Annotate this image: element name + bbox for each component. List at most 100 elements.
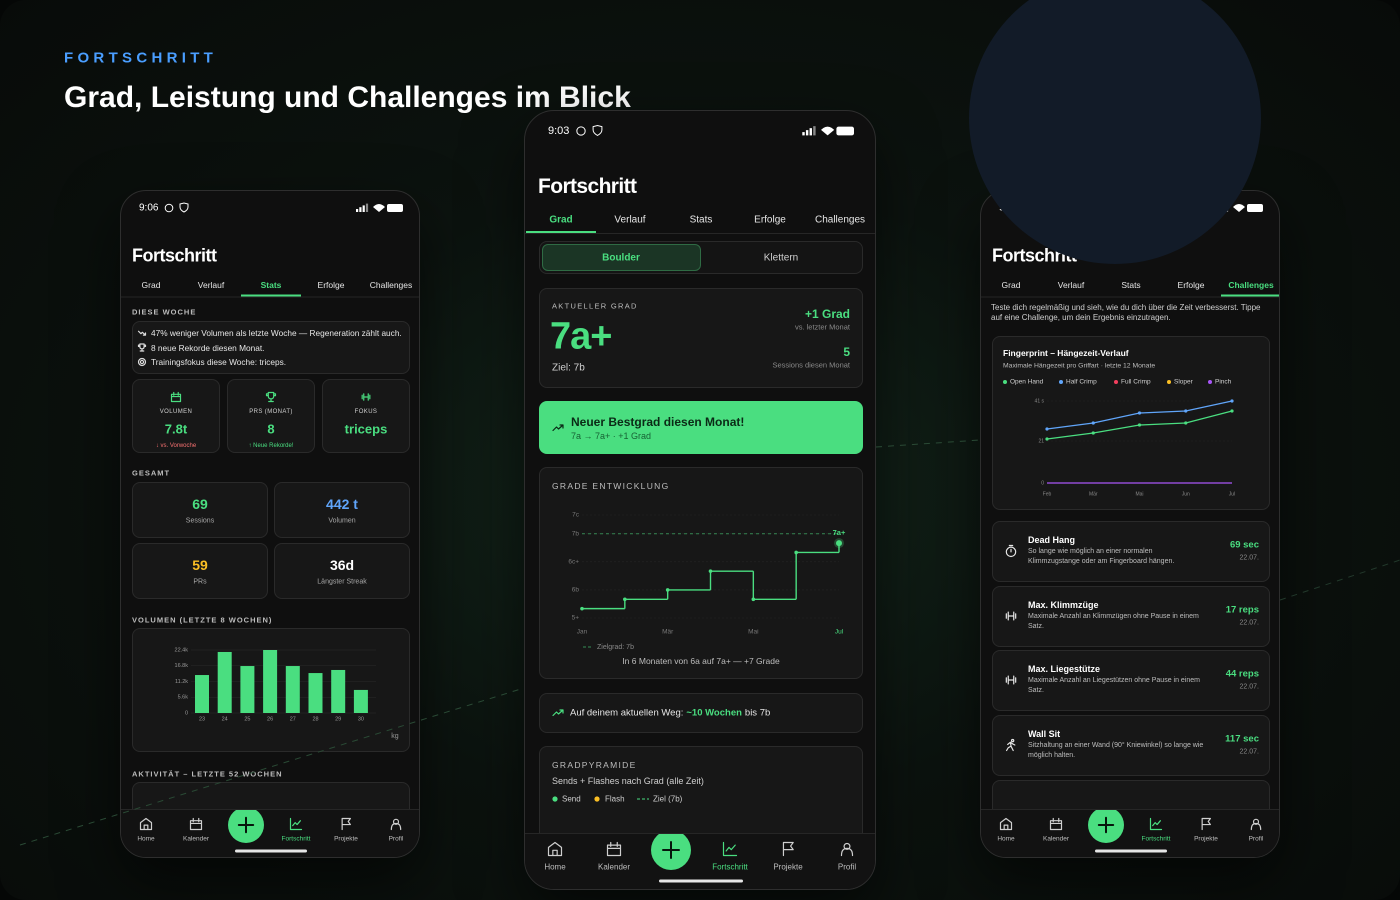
total-value: 442 t — [326, 496, 358, 512]
bottom-nav: Home Kalender Fortschritt Projekte Profil — [981, 809, 1279, 857]
kpi-label: VOLUMEN — [159, 409, 193, 415]
nav-label[interactable]: Fortschritt — [1141, 835, 1171, 843]
status-icon — [809, 128, 812, 136]
tab[interactable]: Challenges — [814, 214, 866, 226]
add-button — [651, 834, 691, 870]
challenge-card[interactable] — [992, 586, 1270, 647]
nav-label[interactable]: Profil — [837, 862, 857, 872]
add-icon — [662, 841, 680, 859]
icon — [139, 817, 153, 831]
nav-label[interactable]: Fortschritt — [712, 862, 748, 872]
segment[interactable]: Klettern — [763, 252, 799, 264]
card-subtitle: Sends + Flashes nach Grad (alle Zeit) — [552, 776, 704, 786]
card-heading: GRADPYRAMIDE — [552, 760, 637, 770]
challenge-card[interactable] — [992, 521, 1270, 582]
challenge-value: 69 sec — [1229, 539, 1259, 551]
status-icon — [359, 207, 362, 212]
status-icon — [1247, 204, 1263, 212]
challenge-card[interactable] — [992, 650, 1270, 711]
screen-title: Fortschritt — [992, 245, 1077, 266]
nav-label[interactable]: Kalender — [597, 862, 631, 872]
sessions-note: Sessions diesen Monat — [772, 360, 850, 370]
challenge-value: 117 sec — [1225, 733, 1259, 745]
nav-label[interactable]: Home — [544, 862, 566, 872]
grade-goal: Ziel: 7b — [552, 362, 585, 374]
phone: 41 s 21 0 Feb Mär Mai Jun Jul 9:06 Fortschritt Gra… — [980, 190, 1280, 858]
status-icon — [592, 124, 603, 136]
tab[interactable]: Verlauf — [614, 214, 646, 226]
total-value: 59 — [192, 557, 208, 573]
nav-label[interactable]: Kalender — [1042, 835, 1070, 843]
nav-label[interactable]: Home — [997, 835, 1015, 843]
nav-label[interactable]: Projekte — [1194, 835, 1218, 843]
challenge-text: So lange wie möglich an einer normalen K… — [1028, 548, 1175, 565]
status-time: 9:06 — [139, 202, 159, 214]
status-icon — [362, 205, 365, 212]
tab[interactable]: Grad — [1001, 280, 1021, 290]
nav-label[interactable]: Profil — [1248, 835, 1264, 843]
tab[interactable]: Challenges — [369, 280, 413, 290]
icon — [1250, 822, 1262, 831]
status-icon — [813, 126, 816, 136]
bottom-nav: Home Kalender Fortschritt Projekte Profil — [525, 833, 875, 889]
notes-card — [132, 321, 410, 374]
nav-label[interactable]: Profil — [388, 835, 404, 843]
tab[interactable]: Erfolge — [317, 280, 345, 290]
icon — [390, 822, 402, 831]
home-indicator — [659, 879, 743, 883]
segment[interactable]: Boulder — [602, 252, 640, 264]
total-card — [274, 482, 410, 538]
icon — [722, 841, 738, 857]
kpi-value: 8 — [267, 421, 275, 437]
nav-label[interactable]: Projekte — [773, 862, 803, 872]
challenge-card[interactable] — [992, 715, 1270, 776]
icon — [782, 841, 794, 857]
legend-label: Sloper — [1174, 378, 1193, 386]
tab[interactable]: Stats — [689, 214, 713, 226]
status-icon — [802, 132, 805, 136]
status-icon — [387, 204, 403, 212]
tab[interactable]: Verlauf — [197, 280, 225, 290]
backdrop-line — [1279, 559, 1400, 601]
kpi-card — [322, 379, 410, 453]
banner-text: 7a → 7a+ · +1 Grad — [571, 431, 652, 441]
grade-value: 7a+ — [550, 315, 612, 358]
chart-subtitle: Maximale Hängezeit pro Griffart · letzte… — [1003, 362, 1156, 370]
section-heading: VOLUMEN (LETZTE 8 WOCHEN) — [132, 615, 273, 625]
status-time: 9:06 — [999, 202, 1019, 214]
nav-label[interactable]: Kalender — [182, 835, 210, 843]
status-icon — [1222, 205, 1225, 212]
status-time: 9:03 — [548, 125, 570, 137]
tab[interactable]: Grad — [549, 214, 573, 226]
status-icon — [1233, 204, 1245, 212]
section-heading: AKTIVITÄT – LETZTE 52 WOCHEN — [132, 769, 283, 779]
tab[interactable]: Stats — [1121, 280, 1141, 290]
sessions-value: 5 — [843, 345, 850, 359]
note: 47% weniger Volumen als letzte Woche — R… — [151, 328, 402, 338]
nav-label[interactable]: Home — [137, 835, 155, 843]
grade-delta-note: vs. letzter Monat — [794, 322, 850, 332]
nav-label[interactable]: Fortschritt — [281, 835, 311, 843]
tab[interactable]: Erfolge — [1177, 280, 1205, 290]
status-icon — [179, 202, 189, 213]
icon — [289, 817, 303, 831]
tab[interactable]: Stats — [260, 280, 282, 290]
legend-label: Half Crimp — [1066, 378, 1097, 386]
tab[interactable]: Erfolge — [754, 214, 786, 226]
challenge-text: Maximale Anzahl an Liegestützen ohne Pau… — [1028, 677, 1200, 694]
status-icon — [164, 203, 174, 213]
add-button — [1088, 810, 1124, 843]
nav-label[interactable]: Projekte — [334, 835, 358, 843]
status-icon — [1039, 202, 1049, 213]
best-grade-banner — [539, 401, 863, 454]
tab[interactable]: Grad — [141, 280, 161, 290]
status-icon — [356, 209, 359, 212]
tab[interactable]: Verlauf — [1057, 280, 1085, 290]
forecast-text: Auf deinem aktuellen Weg: ~10 Wochen bis 7… — [570, 708, 770, 719]
note: Trainingsfokus diese Woche: triceps. — [151, 357, 287, 367]
icon — [999, 817, 1013, 831]
icon — [189, 817, 203, 831]
forecast-card — [539, 693, 863, 733]
tab[interactable]: Challenges — [1228, 280, 1274, 290]
